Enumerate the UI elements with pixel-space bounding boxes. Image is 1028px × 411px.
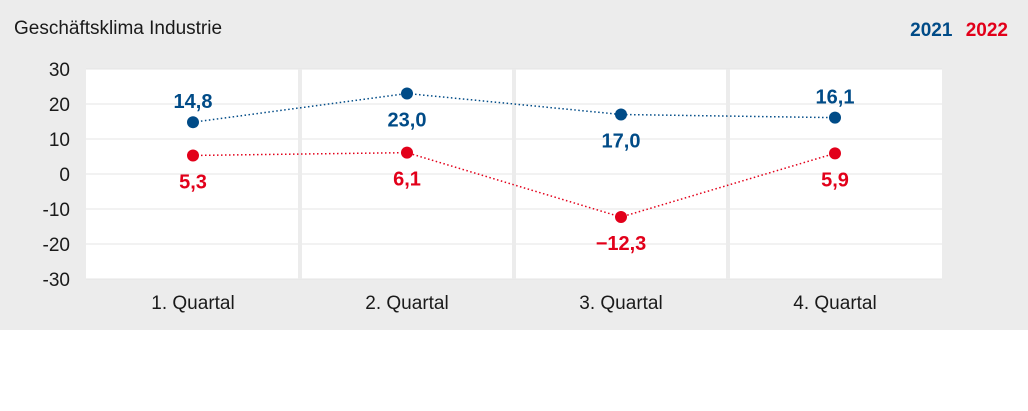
x-tick-label: 1. Quartal (151, 293, 234, 314)
data-label-2022: 5,9 (821, 169, 849, 191)
x-tick-label: 2. Quartal (365, 293, 448, 314)
data-point-2021 (187, 116, 199, 129)
data-label-2022: −12,3 (596, 233, 647, 255)
y-tick-label: -10 (43, 200, 70, 221)
y-tick-label: 30 (49, 60, 70, 81)
data-label-2021: 16,1 (816, 87, 855, 109)
legend-item-2022: 2022 (965, 20, 1008, 41)
x-tick-label: 4. Quartal (793, 293, 876, 314)
data-point-2022 (615, 211, 627, 224)
chart-title: Geschäftsklima Industrie (14, 18, 223, 39)
data-label-2021: 17,0 (602, 131, 641, 153)
legend-item-2021: 2021 (910, 20, 953, 41)
data-label-2022: 5,3 (179, 171, 207, 193)
chart-plot: 30 20 10 0 -10 -20 -30 1. Quartal 2. Quartal 3. Q… (43, 60, 942, 314)
data-point-2021 (829, 111, 841, 124)
legend: 2021 2022 (902, 20, 1008, 42)
x-tick-label: 3. Quartal (579, 293, 662, 314)
y-tick-label: 20 (49, 95, 70, 116)
data-point-2022 (829, 147, 841, 160)
series-line-2022 (192, 151, 836, 218)
y-tick-label: 0 (59, 165, 70, 186)
data-point-2022 (187, 149, 199, 162)
y-tick-label: -20 (43, 235, 70, 256)
data-point-2021 (401, 87, 413, 100)
y-tick-label: -30 (43, 270, 70, 291)
data-point-2021 (615, 108, 627, 121)
data-label-2022: 6,1 (393, 169, 421, 191)
data-label-2021: 14,8 (174, 91, 213, 113)
data-point-2022 (401, 146, 413, 159)
data-label-2021: 23,0 (388, 110, 427, 132)
y-tick-label: 10 (49, 130, 70, 151)
